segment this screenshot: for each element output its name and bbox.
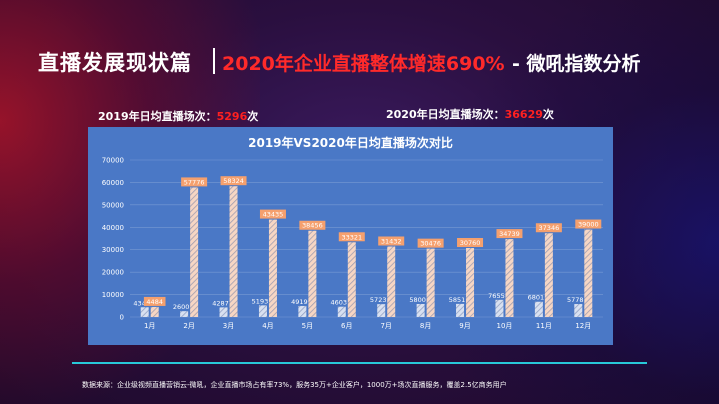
bar-2019 <box>298 305 307 317</box>
stat-2020-value: 36629 <box>504 108 543 121</box>
bar-2019 <box>337 306 346 317</box>
bar-2019 <box>534 301 543 317</box>
chart-panel: 2019年VS2020年日均直播场次对比 0 10000 20000 30000 400… <box>88 127 613 345</box>
data-label-2019: 4287 <box>212 299 229 307</box>
y-tick-label: 30000 <box>102 246 124 254</box>
footer-divider <box>72 362 647 364</box>
data-label-2020: 57776 <box>184 178 205 186</box>
x-tick-label: 7月 <box>380 322 391 330</box>
y-tick-label: 70000 <box>102 157 124 165</box>
data-label-2019: 6801 <box>528 294 545 302</box>
bar-2020 <box>387 246 396 317</box>
x-tick-label: 3月 <box>223 322 234 330</box>
x-tick-label: 5月 <box>302 322 313 330</box>
data-label-box-2020 <box>457 238 484 248</box>
y-tick-label: 60000 <box>102 179 124 187</box>
bar-2019 <box>377 304 386 317</box>
bar-2020 <box>466 248 475 317</box>
x-tick-label: 2月 <box>183 322 194 330</box>
x-tick-label: 11月 <box>536 322 552 330</box>
data-label-2020: 37346 <box>539 224 560 232</box>
bar-2020 <box>229 186 238 317</box>
stat-2019-value: 5296 <box>216 110 248 123</box>
bar-chart: 0 10000 20000 30000 40000 50000 60000 70000 4345… <box>102 157 603 330</box>
bar-2019 <box>140 307 149 317</box>
bar-2020 <box>584 229 593 317</box>
y-tick-label: 40000 <box>102 224 124 232</box>
bar-2020 <box>308 230 317 317</box>
stat-2019-unit: 次 <box>247 110 259 123</box>
data-label-2020: 33321 <box>341 233 362 241</box>
y-tick-label: 20000 <box>102 269 124 277</box>
bar-2020 <box>544 233 553 317</box>
bar-2019 <box>456 303 465 317</box>
data-label-2019: 5800 <box>409 296 426 304</box>
bar-2019 <box>219 307 228 317</box>
data-label-2019: 2600 <box>173 303 190 311</box>
x-tick-label: 6月 <box>341 322 352 330</box>
stat-2020-label: 2020年日均直播场次： <box>386 108 505 121</box>
x-tick-label: 1月 <box>144 322 155 330</box>
data-label-2019: 5851 <box>449 296 466 304</box>
bar-2019 <box>258 305 267 317</box>
data-label-box-2020 <box>535 223 562 233</box>
chart-title: 2019年VS2020年日均直播场次对比 <box>248 136 453 150</box>
y-tick-label: 50000 <box>102 201 124 209</box>
data-label-2019: 5778 <box>567 296 584 304</box>
data-label-box-2020 <box>220 176 247 186</box>
page-title: 直播发展现状篇 <box>38 51 192 75</box>
data-label-box-2020 <box>575 219 602 229</box>
x-tick-label: 8月 <box>420 322 431 330</box>
stat-2020-unit: 次 <box>542 108 554 121</box>
data-label-2019: 4603 <box>331 299 348 307</box>
bar-2019 <box>574 304 583 317</box>
data-label-box-2020 <box>143 296 166 306</box>
bar-2020 <box>268 219 277 317</box>
bar-2019 <box>495 299 504 317</box>
data-label-2020: 34739 <box>499 230 520 238</box>
data-label-2019: 5193 <box>252 297 269 305</box>
data-label-box-2020 <box>496 229 523 239</box>
data-label-2019: 7655 <box>488 292 505 300</box>
data-label-2019: 4345 <box>133 299 150 307</box>
data-label-2020: 30476 <box>420 240 441 248</box>
x-tick-label: 4月 <box>262 322 273 330</box>
data-label-box-2020 <box>259 209 286 219</box>
bar-2019 <box>180 311 189 317</box>
data-label-box-2020 <box>417 238 444 248</box>
data-label-box-2020 <box>299 220 326 230</box>
footer-source-note: 数据来源：企业级视频直播营销云-微吼，企业直播市场占有率73%，服务35万+企业… <box>82 381 507 389</box>
data-label-box-2020 <box>378 236 405 246</box>
bar-2020 <box>190 187 199 317</box>
data-label-2019: 5723 <box>370 296 387 304</box>
stat-2019-label: 2019年日均直播场次： <box>98 110 217 123</box>
data-label-2020: 31432 <box>381 238 402 246</box>
data-label-2020: 58324 <box>223 177 244 185</box>
data-label-box-2020 <box>338 232 365 242</box>
page-subtitle-source: - 微吼指数分析 <box>512 53 641 75</box>
bar-2020 <box>150 306 159 317</box>
x-tick-label: 10月 <box>496 322 512 330</box>
bar-2020 <box>505 239 514 317</box>
data-label-2020: 38456 <box>302 222 323 230</box>
y-tick-label: 0 <box>120 314 124 322</box>
data-label-2019: 4919 <box>291 298 308 306</box>
data-label-2020: 4484 <box>146 298 163 306</box>
stat-2020: 2020年日均直播场次：36629次 <box>386 106 554 122</box>
y-tick-label: 10000 <box>102 291 124 299</box>
data-label-2020: 39000 <box>578 221 599 229</box>
stat-2019: 2019年日均直播场次：5296次 <box>98 108 258 124</box>
page-subtitle-growth: 2020年企业直播整体增速690% <box>222 53 505 75</box>
data-label-2020: 43435 <box>263 211 284 219</box>
data-label-2020: 30760 <box>460 239 481 247</box>
bar-2019 <box>416 303 425 317</box>
bar-2020 <box>347 242 356 317</box>
x-tick-label: 9月 <box>459 322 470 330</box>
bar-2020 <box>426 248 435 317</box>
title-divider <box>213 48 215 74</box>
x-tick-label: 12月 <box>575 322 591 330</box>
data-label-box-2020 <box>181 177 208 187</box>
